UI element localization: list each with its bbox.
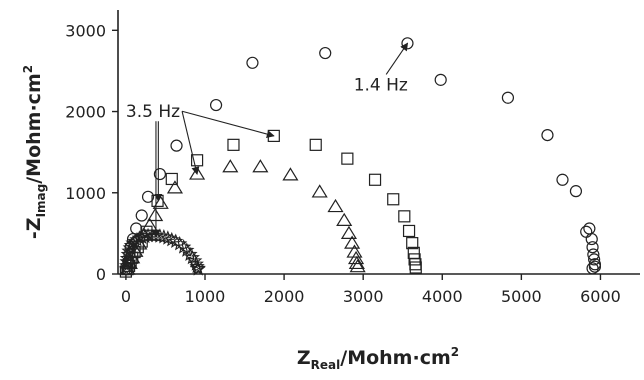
square-point [227, 138, 240, 151]
star-point [190, 260, 206, 275]
square-point [341, 152, 354, 165]
star-point [184, 249, 200, 265]
square-point [368, 173, 382, 186]
circle-point [135, 209, 148, 222]
circle-point [170, 139, 183, 152]
annotation-arrow [385, 42, 409, 75]
triangle-point [252, 159, 269, 173]
circle-point [588, 253, 601, 266]
axes [117, 10, 640, 275]
star-point [190, 261, 206, 276]
square-point [387, 193, 400, 206]
triangle-point [147, 207, 164, 222]
circle-point [586, 262, 599, 275]
y-axis-title: -ZImag/Mohm·cm2 [21, 65, 48, 239]
circle-point [541, 128, 554, 142]
triangle-point [327, 198, 344, 213]
star-point [189, 258, 205, 274]
annotation-arrow [181, 111, 200, 176]
triangle-point [340, 225, 358, 239]
circle-point [434, 73, 447, 86]
annotation-label: 3.5 Hz [126, 102, 180, 122]
triangle-point [166, 180, 184, 194]
annotation-arrow [181, 110, 275, 138]
triangle-point [282, 167, 299, 181]
circle-point [580, 225, 593, 238]
square-point [409, 261, 422, 274]
x-tick-label: 6000 [580, 287, 621, 306]
x-axis-title: ZReal/Mohm·cm2 [297, 345, 459, 372]
circle-point [319, 46, 332, 60]
y-tick-label: 3000 [65, 21, 106, 40]
series-triangle [119, 159, 366, 275]
triangle-point [222, 159, 239, 173]
square-point [398, 210, 411, 223]
circle-point [153, 167, 167, 181]
star-point [176, 239, 192, 254]
x-tick-label: 0 [121, 287, 131, 306]
triangle-point [127, 243, 144, 257]
star-point [148, 227, 164, 243]
circle-point [583, 222, 596, 235]
x-tick-label: 1000 [185, 287, 226, 306]
circle-point [246, 56, 259, 69]
series-star [118, 227, 206, 276]
star-point [179, 242, 195, 257]
circle-point [587, 248, 600, 261]
x-tick-label: 3000 [343, 287, 384, 306]
y-tick-label: 2000 [65, 103, 106, 122]
triangle-point [349, 259, 366, 273]
square-point [408, 253, 421, 266]
square-point [402, 224, 416, 238]
star-point [187, 252, 203, 268]
triangle-point [346, 244, 363, 258]
x-tick-label: 2000 [264, 287, 305, 306]
circle-point [586, 241, 599, 254]
square-point [409, 258, 422, 271]
star-point [182, 246, 198, 261]
triangle-point [336, 212, 353, 226]
circle-point [585, 232, 598, 246]
circle-point [141, 190, 155, 203]
y-tick-label: 0 [96, 265, 106, 284]
circle-point [209, 98, 223, 112]
square-point [406, 237, 419, 250]
y-tick-label: 1000 [65, 184, 106, 203]
circle-point [569, 185, 583, 198]
series-circle [121, 37, 602, 276]
ticks: 0 1000 2000 3000 4000 5000 6000 0 1000 2000 3000 [65, 21, 621, 306]
triangle-point [152, 195, 169, 209]
data-marks [118, 37, 602, 278]
x-tick-label: 5000 [501, 287, 542, 306]
triangle-point [141, 217, 158, 231]
annotation-label: 1.4 Hz [354, 75, 408, 95]
x-tick-label: 4000 [422, 287, 463, 306]
circle-point [588, 260, 602, 273]
triangle-point [311, 184, 328, 198]
circle-point [556, 173, 569, 186]
circle-point [501, 91, 515, 104]
square-point [165, 172, 178, 186]
triangle-point [348, 255, 365, 270]
annotations: 3.5 Hz 1.4 Hz [126, 42, 409, 238]
square-point [309, 138, 322, 151]
triangle-point [344, 235, 361, 249]
square-point [190, 154, 204, 167]
star-point [121, 243, 137, 258]
